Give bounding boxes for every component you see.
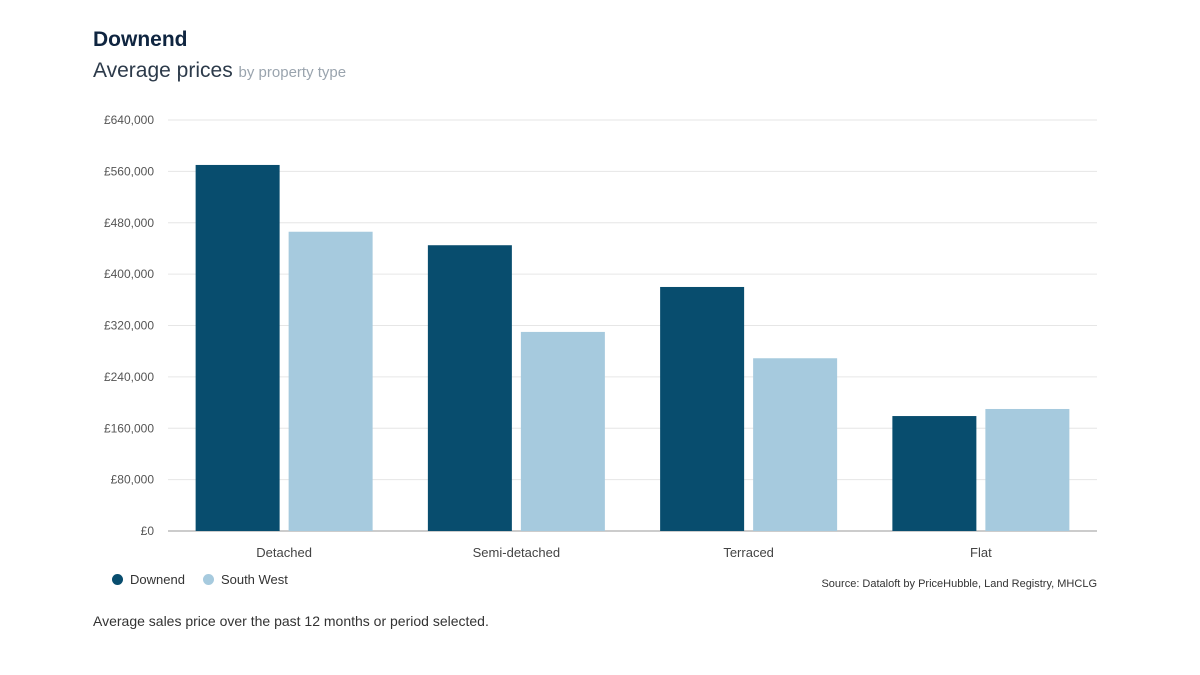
y-tick-label: £0 bbox=[141, 524, 155, 538]
bar-south-west-detached bbox=[288, 231, 373, 531]
y-tick-label: £480,000 bbox=[104, 216, 154, 230]
y-tick-label: £320,000 bbox=[104, 319, 154, 333]
y-tick-label: £240,000 bbox=[104, 370, 154, 384]
legend-swatch-downend bbox=[112, 574, 123, 585]
bar-south-west-flat bbox=[985, 408, 1070, 531]
legend-swatch-south-west bbox=[202, 574, 214, 585]
y-tick-label: £400,000 bbox=[104, 267, 154, 281]
x-tick-label: Semi-detached bbox=[473, 545, 560, 560]
chart-subtitle: Average prices by property type bbox=[93, 59, 346, 83]
legend-label-south-west: South West bbox=[220, 572, 288, 587]
y-tick-label: £560,000 bbox=[104, 164, 154, 178]
footnote: Average sales price over the past 12 mon… bbox=[93, 613, 489, 629]
bar-downend-detached bbox=[195, 164, 280, 531]
x-tick-label: Terraced bbox=[723, 545, 774, 560]
subtitle-note: by property type bbox=[238, 64, 347, 81]
bar-south-west-terraced bbox=[753, 358, 838, 531]
y-tick-label: £80,000 bbox=[111, 473, 155, 487]
y-tick-label: £640,000 bbox=[104, 113, 154, 127]
subtitle-main: Average prices bbox=[93, 59, 233, 82]
bar-downend-terraced bbox=[660, 286, 745, 531]
chart-legend: Downend South West bbox=[112, 572, 288, 587]
bar-downend-semi-detached bbox=[427, 245, 512, 531]
source-note: Source: Dataloft by PriceHubble, Land Re… bbox=[821, 578, 1097, 590]
legend-item-downend: Downend bbox=[112, 572, 185, 587]
legend-label-downend: Downend bbox=[130, 572, 185, 587]
x-tick-label: Flat bbox=[970, 545, 992, 560]
legend-item-south-west: South West bbox=[202, 572, 288, 587]
chart-title: Downend bbox=[93, 28, 188, 51]
bar-downend-flat bbox=[892, 416, 977, 531]
x-tick-label: Detached bbox=[256, 545, 312, 560]
y-tick-label: £160,000 bbox=[104, 421, 154, 435]
bar-south-west-semi-detached bbox=[520, 331, 605, 531]
